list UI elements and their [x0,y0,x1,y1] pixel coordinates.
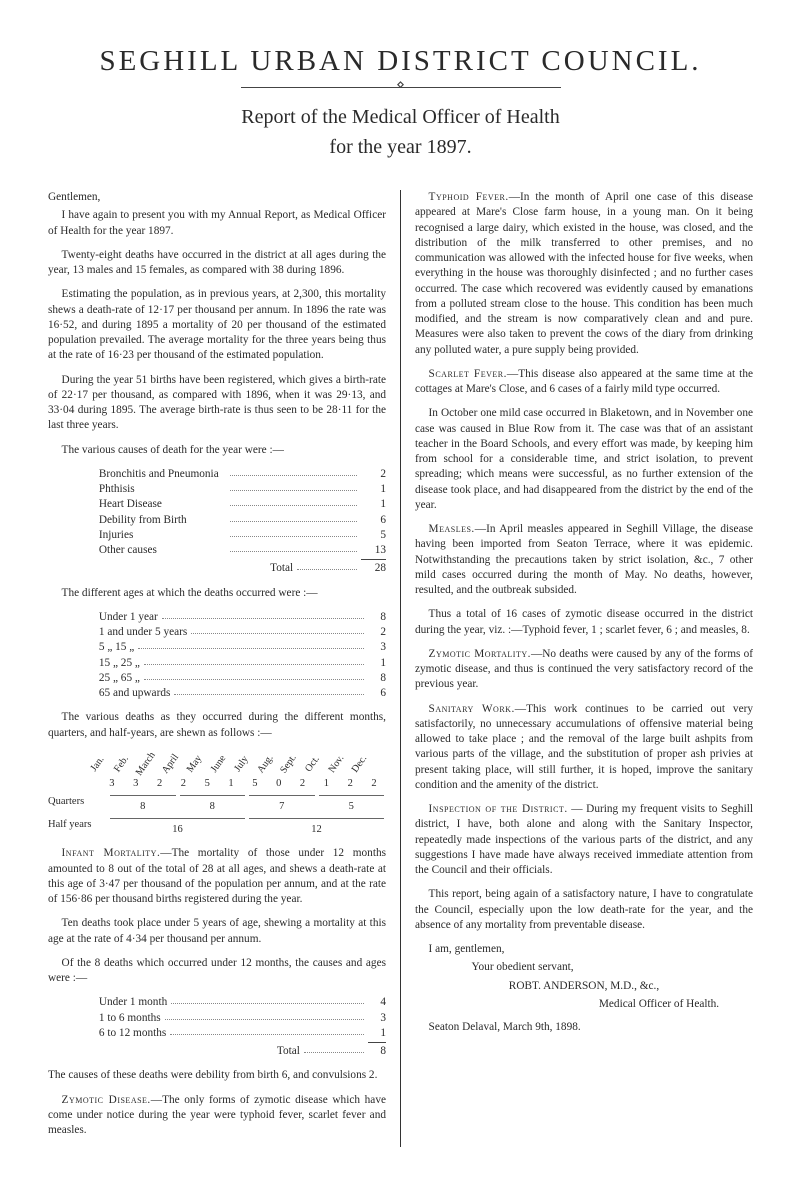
para: Thus a total of 16 cases of zymotic dise… [415,607,753,638]
causes-of-death-list: Bronchitis and Pneumonia 2 Phthisis 1 Hear… [48,467,386,577]
quarter-value: 8 [108,795,178,814]
age-count: 8 [368,610,386,625]
para: This report, being again of a satisfacto… [415,887,753,933]
age-label: 65 and upwards [99,686,171,701]
age-count: 3 [368,640,386,655]
infant-label: Under 1 month [99,995,167,1010]
run-in-head: Typhoid Fever. [429,191,509,203]
quarter-value: 7 [247,795,317,814]
age-count: 8 [368,671,386,686]
para-months-intro: The various deaths as they occurred duri… [48,710,386,741]
para-zymotic-mortality: Zymotic Mortality.—No deaths were caused… [415,647,753,693]
quarter-value: 5 [317,795,387,814]
para: Ten deaths took place under 5 years of a… [48,916,386,947]
masthead-rule [241,86,561,88]
sig-place-date: Seaton Delaval, March 9th, 1898. [415,1020,753,1035]
age-label: 25 „ 65 „ [99,671,140,686]
para-zymotic-disease: Zymotic Disease.—The only forms of zymot… [48,1093,386,1139]
run-in-head: Infant Mortality. [62,847,161,859]
half-year-value: 12 [247,818,386,837]
age-count: 1 [368,656,386,671]
subtitle-line-1: Report of the Medical Officer of Health [48,102,753,132]
infant-count: 4 [368,995,386,1010]
run-in-head: Scarlet Fever. [429,368,507,380]
para-sanitary-work: Sanitary Work.—This work continues to be… [415,702,753,794]
total-label: Total [99,1044,300,1059]
quarters-label: Quarters [48,795,108,814]
para-causes-intro: The various causes of death for the year… [48,443,386,458]
para-typhoid: Typhoid Fever.—In the month of April one… [415,190,753,358]
age-count: 2 [368,625,386,640]
sig-author: ROBT. ANDERSON, M.D., &c., [415,979,753,994]
para-inspection: Inspection of the District. — During my … [415,802,753,878]
para-scarlet-fever: Scarlet Fever.—This disease also appeare… [415,367,753,398]
para-measles: Measles.—In April measles appeared in Se… [415,522,753,598]
sig-role: Medical Officer of Health. [415,997,753,1012]
total-count: 28 [361,561,386,576]
months-quarters-table: Jan. Feb. March April May June July Aug.… [48,750,386,838]
para-infant-mortality: Infant Mortality.—The mortality of those… [48,846,386,907]
quarter-value: 8 [178,795,248,814]
age-label: 15 „ 25 „ [99,656,140,671]
cause-label: Other causes [99,543,226,558]
total-label: Total [99,561,293,576]
run-in-head: Zymotic Mortality. [429,648,531,660]
cause-label: Bronchitis and Pneumonia [99,467,226,482]
age-label: 1 and under 5 years [99,625,187,640]
cause-count: 1 [361,482,386,497]
cause-count: 5 [361,528,386,543]
para: Twenty-eight deaths have occurred in the… [48,248,386,279]
run-in-head: Sanitary Work. [429,703,515,715]
body-columns: Gentlemen, I have again to present you w… [48,190,753,1147]
para: Estimating the population, as in previou… [48,287,386,363]
half-year-value: 16 [108,818,247,837]
cause-count: 1 [361,497,386,512]
infant-count: 3 [368,1011,386,1026]
masthead-title: SEGHILL URBAN DISTRICT COUNCIL. [48,45,753,78]
para: During the year 51 births have been regi… [48,373,386,434]
para-ages-intro: The different ages at which the deaths o… [48,586,386,601]
run-in-head: Zymotic Disease. [62,1094,151,1106]
left-column: Gentlemen, I have again to present you w… [48,190,401,1147]
para: In October one mild case occurred in Bla… [415,406,753,513]
half-years-label: Half years [48,818,108,837]
cause-count: 2 [361,467,386,482]
run-in-head: Inspection of the District. [429,803,568,815]
infant-count: 1 [368,1026,386,1041]
cause-count: 6 [361,513,386,528]
cause-label: Injuries [99,528,226,543]
para-infant-causes-intro: Of the 8 deaths which occurred under 12 … [48,956,386,987]
cause-count: 13 [361,543,386,558]
cause-label: Phthisis [99,482,226,497]
subtitle-line-2: for the year 1897. [48,132,753,162]
age-count: 6 [368,686,386,701]
salutation: Gentlemen, [48,190,386,205]
total-count: 8 [368,1044,386,1059]
sig-line: I am, gentlemen, [415,942,753,957]
cause-label: Debility from Birth [99,513,226,528]
ages-list: Under 1 year 8 1 and under 5 years 2 5 „ 1… [48,610,386,702]
run-in-head: Measles. [429,523,475,535]
para: The causes of these deaths were debility… [48,1068,386,1083]
age-label: Under 1 year [99,610,158,625]
signature-block: I am, gentlemen, Your obedient servant, … [415,942,753,1035]
sig-line: Your obedient servant, [415,960,753,975]
cause-label: Heart Disease [99,497,226,512]
age-label: 5 „ 15 „ [99,640,134,655]
para: I have again to present you with my Annu… [48,208,386,239]
infant-label: 6 to 12 months [99,1026,166,1041]
infant-death-list: Under 1 month 4 1 to 6 months 3 6 to 12 mo… [48,995,386,1059]
infant-label: 1 to 6 months [99,1011,161,1026]
right-column: Typhoid Fever.—In the month of April one… [401,190,753,1147]
